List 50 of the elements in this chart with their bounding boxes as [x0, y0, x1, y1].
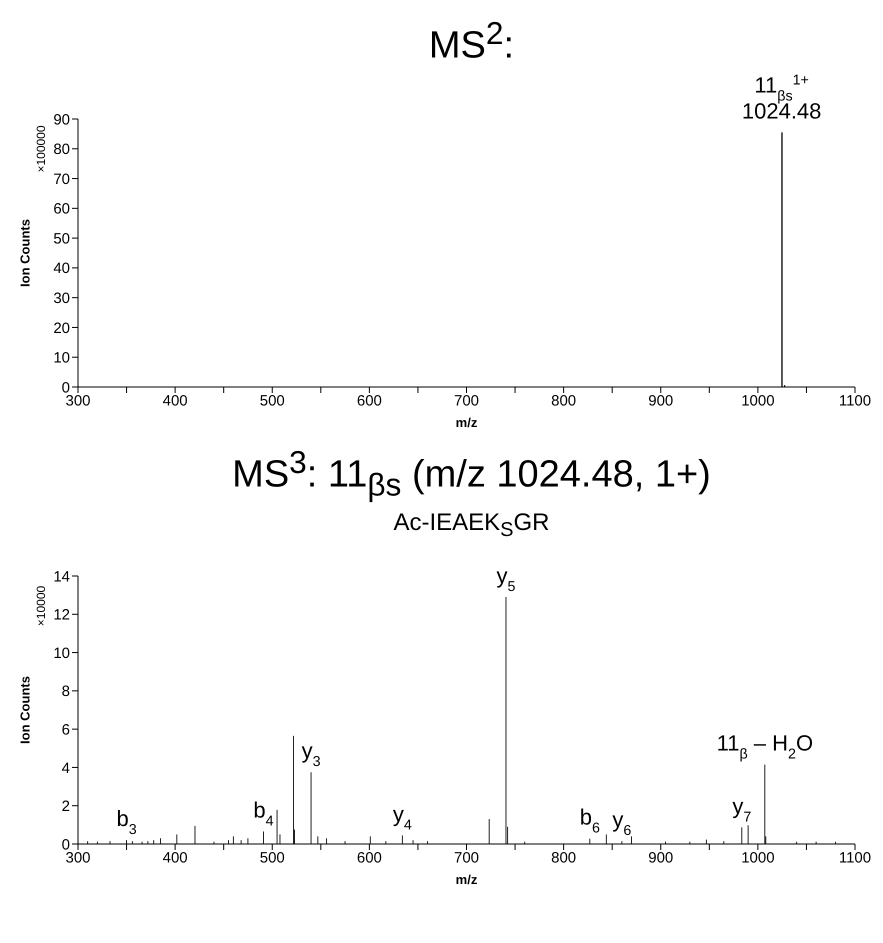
- y-tick-label: 60: [53, 200, 70, 218]
- x-tick-label: 1100: [838, 849, 872, 866]
- annotation: y$_{4}$: [392, 801, 412, 834]
- chart-title: MS$^{2}$:: [428, 14, 516, 69]
- y-tick-label: 90: [53, 110, 70, 128]
- annotation: b$_{6}$: [580, 804, 600, 836]
- x-tick-label: 1100: [838, 392, 872, 410]
- annotation: b$_{3}$: [116, 806, 137, 838]
- y-tick-label: 2: [62, 798, 70, 815]
- x-axis-title: m/z: [456, 414, 478, 430]
- annotation: y$_{7}$: [732, 793, 752, 826]
- x-tick-label: 1000: [741, 392, 775, 410]
- y-axis-title: Ion Counts: [17, 218, 32, 287]
- x-tick-label: 900: [648, 392, 674, 410]
- y-tick-label: 50: [53, 230, 70, 248]
- annotation: 11$_{β}$ – H$_{2}$O: [716, 730, 814, 762]
- y-tick-label: 14: [53, 568, 70, 586]
- y-tick-label: 30: [53, 290, 70, 307]
- x-tick-label: 400: [162, 849, 188, 866]
- chart-title: MS$^{3}$: 11$_{βs}$ (m/z 1024.48, 1+): [231, 442, 712, 504]
- y-tick-label: 12: [53, 606, 70, 624]
- y-axis-title: Ion Counts: [17, 676, 32, 744]
- annotation: y$_{6}$: [612, 806, 632, 839]
- x-tick-label: 600: [356, 849, 382, 866]
- y-tick-label: 80: [53, 140, 70, 158]
- x-tick-label: 900: [648, 849, 674, 866]
- y-tick-label: 10: [53, 644, 70, 662]
- x-tick-label: 800: [551, 849, 576, 866]
- y-tick-label: 4: [62, 759, 70, 776]
- text: ×100000: [34, 124, 48, 172]
- chart-subtitle: Ac-IEAEK$_{S}$GR: [392, 508, 551, 543]
- y-tick-label: 8: [62, 682, 70, 700]
- x-tick-label: 1000: [741, 849, 775, 866]
- annotation: b$_{4}$: [253, 797, 274, 830]
- text: ×10000: [34, 585, 48, 626]
- y-tick-label: 20: [53, 319, 70, 336]
- x-tick-label: 800: [551, 392, 576, 410]
- x-tick-label: 400: [162, 392, 188, 410]
- y-tick-label: 10: [53, 349, 70, 366]
- y-tick-label: 70: [53, 170, 70, 188]
- annotation: y$_{5}$: [496, 562, 516, 595]
- y-tick-label: 6: [62, 721, 70, 738]
- x-tick-label: 500: [260, 392, 285, 410]
- x-tick-label: 700: [454, 392, 480, 410]
- x-tick-label: 600: [356, 392, 382, 410]
- x-axis-title: m/z: [456, 872, 478, 887]
- x-tick-label: 500: [260, 849, 285, 866]
- y-tick-label: 40: [53, 260, 70, 277]
- annotation: y$_{3}$: [302, 738, 321, 770]
- x-tick-label: 700: [454, 849, 480, 866]
